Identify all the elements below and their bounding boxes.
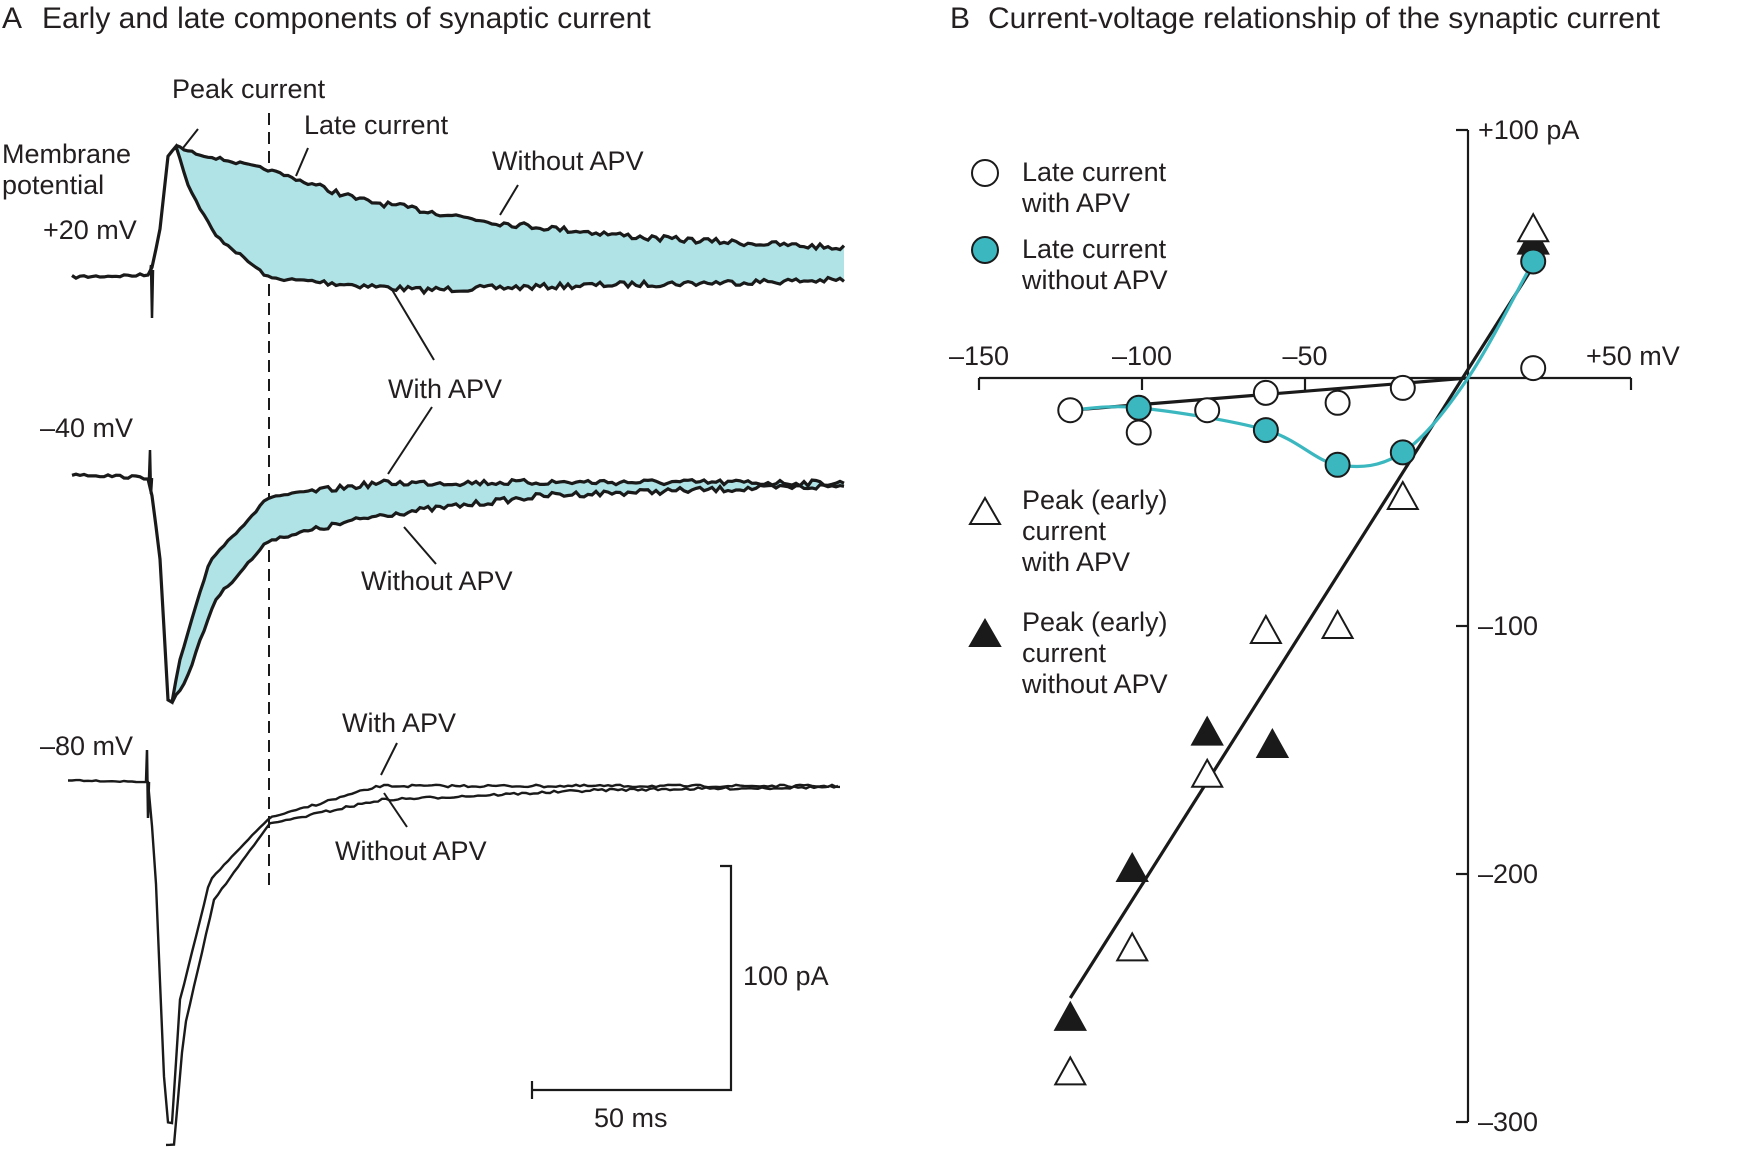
- legend-label: without APV: [1021, 265, 1168, 295]
- with-apv-label-minus80: With APV: [342, 708, 456, 738]
- data-point: [1516, 212, 1550, 243]
- without-apv-leader-minus80: [383, 792, 408, 828]
- scale-bar-current-label: 100 pA: [743, 961, 829, 991]
- scale-bar-lines: [530, 864, 733, 1099]
- panel-a-letter: A: [2, 2, 22, 35]
- legend-label: current: [1022, 638, 1107, 668]
- stimulus-artifact-minus80: [144, 749, 151, 819]
- panel-b: B Current-voltage relationship of the sy…: [949, 2, 1680, 1137]
- scale-bar: 100 pA 50 ms: [530, 864, 829, 1133]
- without-apv-leader-minus40: [403, 526, 437, 565]
- without-apv-label-plus20: Without APV: [492, 146, 644, 176]
- legend-filled-circle-icon: [971, 236, 999, 264]
- trace-minus40-without-apv: [170, 483, 845, 704]
- trace-plus20-without-apv: [175, 143, 846, 252]
- legend-item-peak-with-apv: Peak (early) current with APV: [968, 485, 1168, 577]
- data-point: [1053, 1055, 1087, 1086]
- y-tick-label: –300: [1478, 1107, 1538, 1137]
- y-tick-label: +100 pA: [1478, 115, 1579, 145]
- panel-b-letter: B: [950, 2, 970, 35]
- scale-bar-time-label: 50 ms: [594, 1103, 668, 1133]
- without-apv-label-minus40: Without APV: [361, 566, 513, 596]
- legend-label: Late current: [1022, 234, 1167, 264]
- x-tick-label: –150: [949, 341, 1009, 371]
- with-apv-leader-plus20: [390, 287, 435, 361]
- peak-current-label: Peak current: [172, 74, 326, 104]
- legend-item-late-with-apv: Late current with APV: [971, 157, 1167, 218]
- holding-label-minus40: –40 mV: [40, 413, 133, 443]
- peak-fit: [1068, 265, 1535, 999]
- legend-open-triangle-icon: [968, 495, 1002, 525]
- legend-label: with APV: [1021, 547, 1130, 577]
- data-point: [1125, 419, 1152, 446]
- data-point: [1389, 374, 1416, 401]
- data-point: [1252, 417, 1279, 444]
- stimulus-artifact-minus40: [147, 449, 154, 495]
- data-point: [1520, 355, 1547, 382]
- data-point: [1320, 608, 1355, 639]
- x-tick-label: –100: [1112, 341, 1172, 371]
- without-apv-leader-plus20: [499, 184, 519, 216]
- data-point: [1115, 851, 1149, 883]
- trace-minus80-with-apv: [68, 778, 841, 1125]
- stimulus-artifact-plus20: [148, 264, 155, 319]
- with-apv-leader-minus40: [387, 406, 433, 475]
- without-apv-label-minus80: Without APV: [335, 836, 487, 866]
- data-point: [1194, 397, 1221, 424]
- data-point: [1190, 715, 1224, 746]
- apv-sensitive-area-plus20: [176, 145, 844, 293]
- trace-minus40-with-apv: [71, 472, 845, 705]
- panel-a: A Early and late components of synaptic …: [2, 2, 846, 1147]
- data-point: [1255, 727, 1290, 759]
- membrane-potential-label-line2: potential: [2, 170, 104, 200]
- membrane-potential-label-line1: Membrane: [2, 139, 131, 169]
- legend-label: Late current: [1022, 157, 1167, 187]
- legend-item-late-without-apv: Late current without APV: [971, 234, 1168, 295]
- x-tick-label: +50 mV: [1586, 341, 1680, 371]
- legend-label: Peak (early): [1022, 607, 1168, 637]
- legend-open-circle-icon: [971, 159, 999, 187]
- peak-current-leader: [182, 128, 199, 149]
- trace-minus40: –40 mV With APV Without APV: [40, 374, 845, 705]
- data-point: [1252, 379, 1279, 406]
- data-point: [1125, 394, 1152, 421]
- trace-plus20-with-apv: [71, 143, 845, 296]
- iv-data-points: [1053, 212, 1550, 1086]
- legend-label: Peak (early): [1022, 485, 1168, 515]
- data-point: [1057, 397, 1084, 424]
- panel-a-title: Early and late components of synaptic cu…: [42, 2, 651, 35]
- data-point: [1190, 757, 1224, 788]
- data-point: [1389, 439, 1416, 466]
- data-point: [1115, 931, 1149, 962]
- legend-label: with APV: [1021, 188, 1130, 218]
- data-point: [1386, 479, 1420, 511]
- with-apv-leader-minus80: [380, 742, 398, 776]
- data-point: [1520, 248, 1547, 275]
- trace-minus80: –80 mV With APV Without APV: [40, 708, 841, 1147]
- with-apv-label-minus40: With APV: [388, 374, 502, 404]
- holding-label-plus20: +20 mV: [43, 215, 137, 245]
- data-point: [1324, 389, 1351, 416]
- late-current-leader: [295, 147, 309, 177]
- legend-label: current: [1022, 516, 1107, 546]
- holding-label-minus80: –80 mV: [40, 731, 133, 761]
- trace-plus20: +20 mV Membrane potential Peak current L…: [2, 74, 846, 361]
- late-current-label: Late current: [304, 110, 449, 140]
- data-point: [1324, 451, 1351, 478]
- data-point: [1053, 1000, 1087, 1031]
- data-point: [1249, 613, 1283, 644]
- legend: Late current with APV Late current witho…: [968, 157, 1168, 699]
- legend-label: without APV: [1021, 669, 1168, 699]
- legend-filled-triangle-icon: [968, 617, 1002, 647]
- legend-item-peak-without-apv: Peak (early) current without APV: [968, 607, 1168, 699]
- panel-b-title: Current-voltage relationship of the syna…: [988, 2, 1661, 35]
- y-tick-label: –100: [1478, 611, 1538, 641]
- iv-axes: –150 –100 –50 +50 mV +100 pA –100 –200 –300: [949, 115, 1680, 1137]
- y-tick-label: –200: [1478, 859, 1538, 889]
- trace-minus80-without-apv: [165, 784, 839, 1147]
- x-tick-label: –50: [1282, 341, 1327, 371]
